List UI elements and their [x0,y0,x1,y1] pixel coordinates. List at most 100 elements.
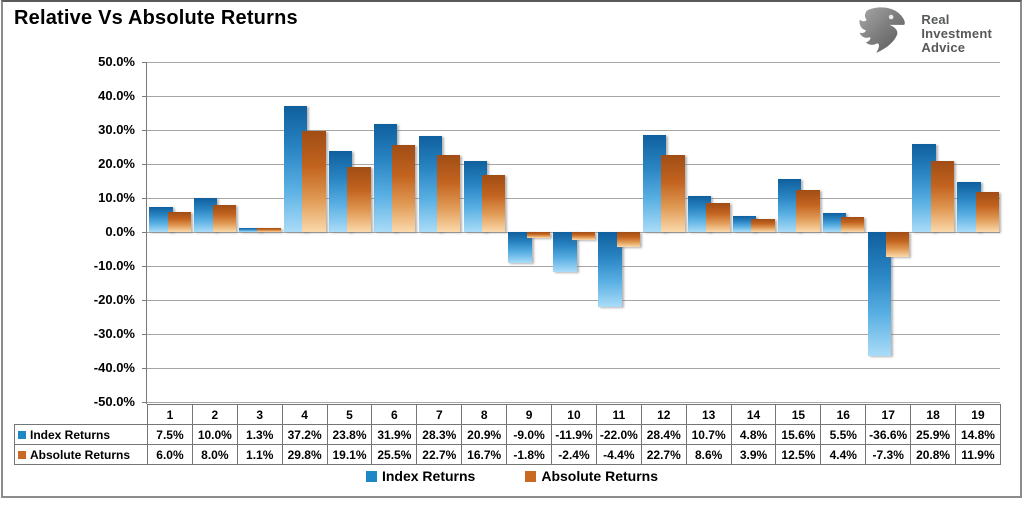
table-cell: -1.8% [506,444,553,465]
table-cell: -11.9% [551,424,597,445]
table-cell: -7.3% [865,444,912,465]
logo-line-3: Advice [921,39,966,55]
table-cell: 28.4% [640,424,687,445]
bar-absolute-returns-1 [167,211,191,232]
bar-chart-plot-area: 50.0% 40.0% 30.0% 20.0% 10.0% 0.0% -10.0% -20.0… [94,54,1000,409]
bar-absolute-returns-11 [616,232,640,247]
y-axis-tick [142,198,147,199]
table-cell: 25.9% [910,424,957,445]
bar-absolute-returns-10 [571,232,596,241]
bar-absolute-returns-16 [841,217,865,232]
bar-index-returns-2 [194,198,218,232]
bar-index-returns-10 [553,232,577,273]
category-header: 12 [640,404,687,425]
table-cell: 19.1% [326,444,373,465]
bar-absolute-returns-9 [526,232,551,239]
category-header: 7 [416,404,463,425]
y-axis-label: -10.0% [93,258,135,273]
company-logo: Real Investment Advice [857,6,992,61]
y-axis-label: 50.0% [98,54,135,69]
table-header-row: 1 2 3 4 5 6 7 8 9 10 11 12 13 14 15 16 17 18 19 [15,404,1001,425]
table-cell: 6.0% [147,444,193,465]
bar-index-returns-19 [957,181,981,232]
table-cell: 1.3% [236,424,283,445]
y-axis-tick [142,96,147,97]
table-cell: 8.0% [191,444,238,465]
bar-absolute-returns-19 [975,191,1000,232]
bar-absolute-returns-17 [885,232,910,257]
bar-absolute-returns-8 [481,175,506,232]
table-cell: 1.1% [236,444,283,465]
bar-index-returns-15 [777,178,802,232]
bar-index-returns-12 [643,135,667,232]
bar-index-returns-8 [463,160,487,232]
table-cell: 25.5% [371,444,418,465]
category-header: 19 [955,404,1001,425]
series-label: Absolute Returns [14,444,148,465]
bar-absolute-returns-6 [392,145,416,232]
bar-index-returns-6 [373,123,398,232]
y-axis-label: 20.0% [98,156,135,171]
y-axis-tick [142,402,147,403]
table-cell: 4.8% [730,424,777,445]
category-header: 1 [147,404,193,425]
category-header: 15 [775,404,822,425]
bar-index-returns-17 [867,232,891,357]
bar-index-returns-11 [598,232,622,307]
category-header: 13 [685,404,732,425]
table-cell: 14.8% [955,424,1001,445]
gridline [147,402,1000,403]
table-cell: 20.9% [461,424,508,445]
y-axis-tick [142,130,147,131]
bar-index-returns-5 [328,151,353,232]
y-axis-line [146,62,147,404]
table-row: Index Returns 7.5% 10.0% 1.3% 37.2% 23.8% 31.9… [14,424,1001,445]
table-cell: 3.9% [730,444,777,465]
logo-line-2: Investment [921,25,992,41]
table-cell: 29.8% [281,444,328,465]
legend-swatch-icon [365,470,377,482]
legend-swatch-icon [525,470,537,482]
bar-index-returns-1 [149,206,173,232]
gridline [147,368,1000,369]
bar-absolute-returns-4 [302,130,326,232]
table-cell: -4.4% [595,444,642,465]
bar-index-returns-3 [239,227,263,232]
table-cell: -22.0% [595,424,642,445]
y-axis-tick [142,232,147,233]
logo-wordmark: Real Investment Advice [921,11,992,55]
table-cell: 37.2% [281,424,328,445]
y-axis-tick [142,300,147,301]
bar-index-returns-18 [912,143,936,232]
category-header: 5 [326,404,373,425]
table-cell: -36.6% [865,424,912,445]
category-header: 9 [506,404,553,425]
table-cell: 22.7% [416,444,463,465]
category-header: 16 [820,404,867,425]
legend-label: Index Returns [381,468,476,484]
table-cell: 5.5% [820,424,867,445]
category-header: 6 [371,404,418,425]
bar-index-returns-7 [418,135,442,232]
y-axis-tick [142,334,147,335]
eagle-logo-icon [857,6,913,61]
table-cell: 15.6% [775,424,822,445]
series-swatch-icon [18,430,26,439]
chart-legend: Index Returns Absolute Returns [0,468,1024,484]
y-axis-label: 40.0% [98,88,135,103]
bar-absolute-returns-18 [930,161,955,232]
bar-absolute-returns-7 [437,154,461,232]
table-cell: 4.4% [820,444,867,465]
gridline [147,164,1000,165]
table-cell: 23.8% [326,424,373,445]
table-cell: 28.3% [416,424,463,445]
category-header: 4 [281,404,328,425]
bar-index-returns-9 [508,232,532,263]
bar-absolute-returns-14 [751,218,775,232]
bar-absolute-returns-3 [257,228,281,232]
bar-absolute-returns-12 [661,154,685,232]
legend-label: Absolute Returns [541,468,659,484]
category-header: 11 [595,404,642,425]
logo-line-1: Real [921,11,950,27]
gridline [147,198,1000,199]
